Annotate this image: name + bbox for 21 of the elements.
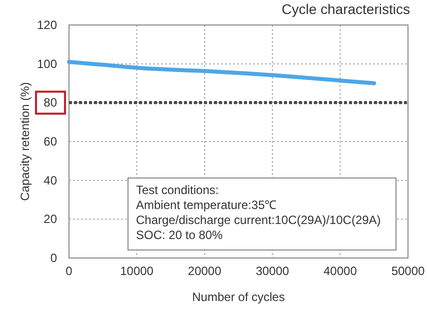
y-tick-label: 100 (36, 56, 58, 71)
x-tick-label: 40000 (324, 264, 358, 278)
y-tick-label: 20 (44, 212, 58, 226)
x-tick-label: 50000 (391, 264, 426, 278)
x-tick-label: 10000 (120, 264, 154, 278)
y-axis-title: Capacity retention (%) (18, 82, 32, 201)
annotation: Charge/discharge current:10C(29A)/10C(29A) (136, 213, 381, 227)
chart-title: Cycle characteristics (282, 1, 410, 17)
annotation: Test conditions: (136, 183, 219, 197)
annotation: Ambient temperature:35℃ (136, 198, 277, 212)
y-tick-label: 80 (44, 96, 58, 110)
x-tick-label: 0 (66, 264, 73, 278)
y-tick-label: 120 (36, 18, 58, 32)
annotation: SOC: 20 to 80% (136, 228, 224, 242)
x-axis-title: Number of cycles (192, 290, 285, 304)
y-tick-label: 0 (50, 251, 58, 265)
x-tick-label: 20000 (188, 264, 222, 278)
x-tick-label: 30000 (256, 264, 290, 278)
y-tick-label: 40 (44, 173, 58, 188)
line-series (67, 60, 376, 86)
y-tick-label: 60 (44, 134, 58, 148)
